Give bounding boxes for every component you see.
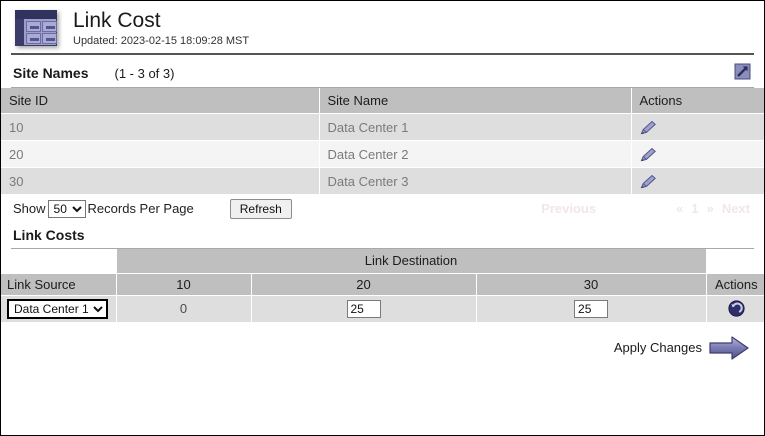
table-header-row: Site ID Site Name Actions: [1, 88, 764, 114]
cell-actions: [631, 140, 764, 169]
site-names-divider: [11, 87, 754, 88]
column-header-actions: Actions: [631, 88, 764, 114]
blank-corner-cell: [1, 249, 117, 274]
cell-site-name: Data Center 3: [319, 167, 632, 196]
table-row: 10 Data Center 1: [1, 113, 764, 142]
column-header-site-id: Site ID: [1, 88, 320, 114]
first-page-link[interactable]: «: [676, 201, 684, 217]
cell-site-name: Data Center 2: [319, 140, 632, 169]
cell-site-id: 30: [1, 167, 320, 196]
column-header-dest-30: 30: [476, 273, 707, 296]
last-page-link[interactable]: »: [706, 201, 714, 217]
cell-cost-20: [251, 295, 477, 323]
expand-icon[interactable]: [734, 63, 752, 81]
pagination-controls: Previous « 1 » Next: [541, 201, 754, 216]
link-costs-title: Link Costs: [13, 227, 85, 244]
column-header-link-source: Link Source: [1, 273, 117, 296]
table-grid-icon: [13, 8, 59, 48]
site-names-table-footer: Show 50 Records Per Page Refresh Previou…: [1, 195, 764, 221]
pencil-icon[interactable]: [640, 120, 657, 135]
cost-input-20[interactable]: [346, 299, 381, 318]
pencil-icon[interactable]: [640, 147, 657, 162]
arrow-right-icon[interactable]: [708, 335, 750, 361]
apply-changes-label[interactable]: Apply Changes: [613, 340, 702, 356]
link-costs-section-header: Link Costs: [1, 221, 764, 248]
cell-cost-30: [476, 295, 707, 323]
previous-page-link[interactable]: Previous: [541, 201, 597, 217]
page-number[interactable]: 1: [691, 201, 699, 217]
cell-site-id: 10: [1, 113, 320, 142]
cell-actions: [631, 167, 764, 196]
link-costs-divider: [11, 248, 754, 250]
table-row: 20 Data Center 2: [1, 140, 764, 169]
next-page-link[interactable]: Next: [721, 201, 750, 217]
records-per-page-label: Records Per Page: [87, 201, 194, 217]
link-source-select[interactable]: Data Center 1: [7, 298, 108, 319]
link-destination-group-header: Link Destination: [116, 249, 707, 274]
page-header: Link Cost Updated: 2023-02-15 18:09:28 M…: [1, 1, 764, 53]
cost-input-30[interactable]: [574, 299, 609, 318]
cell-site-id: 20: [1, 140, 320, 169]
show-label: Show: [13, 201, 46, 217]
column-header-site-name: Site Name: [319, 88, 632, 114]
cell-link-source: Data Center 1: [1, 295, 117, 323]
header-divider: [11, 53, 754, 55]
site-names-section-header: Site Names (1 - 3 of 3): [1, 55, 764, 87]
updated-timestamp: Updated: 2023-02-15 18:09:28 MST: [73, 34, 250, 47]
header-text-block: Link Cost Updated: 2023-02-15 18:09:28 M…: [73, 8, 250, 47]
blank-corner-cell-right: [706, 249, 764, 274]
column-header-link-actions: Actions: [706, 273, 764, 296]
records-per-page-select[interactable]: 50: [47, 199, 86, 218]
apply-changes-bar: Apply Changes: [1, 323, 764, 361]
site-names-table: Site ID Site Name Actions 10 Data Center…: [1, 88, 764, 196]
cell-cost-10: 0: [116, 295, 252, 323]
column-header-dest-20: 20: [251, 273, 477, 296]
revert-icon[interactable]: [728, 300, 745, 317]
cell-actions: [631, 113, 764, 142]
refresh-button[interactable]: Refresh: [229, 198, 292, 219]
cell-site-name: Data Center 1: [319, 113, 632, 142]
column-header-dest-10: 10: [116, 273, 252, 296]
page-title: Link Cost: [73, 8, 161, 32]
site-names-count: (1 - 3 of 3): [114, 65, 175, 81]
table-row: 30 Data Center 3: [1, 167, 764, 196]
link-costs-subheader-row: Link Source 10 20 30 Actions: [1, 273, 764, 296]
pencil-icon[interactable]: [640, 174, 657, 189]
cell-link-actions: [706, 295, 764, 323]
link-costs-group-header-row: Link Destination: [1, 249, 764, 274]
site-names-title: Site Names: [13, 65, 89, 81]
link-costs-table: Link Destination Link Source 10 20 30 Ac…: [1, 249, 764, 323]
link-costs-row: Data Center 1 0: [1, 295, 764, 323]
